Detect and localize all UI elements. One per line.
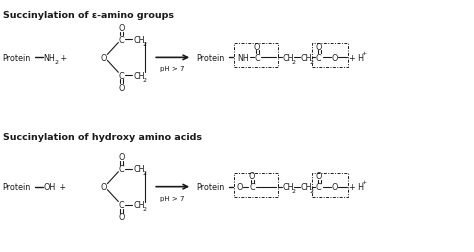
Text: C: C — [118, 200, 124, 209]
Text: O: O — [118, 24, 125, 33]
Text: C: C — [118, 36, 124, 45]
Text: C: C — [254, 54, 260, 63]
Bar — [312, 44, 347, 68]
Text: CH: CH — [283, 54, 294, 63]
Text: CH: CH — [133, 72, 145, 80]
Text: O: O — [100, 54, 107, 63]
Text: O: O — [118, 83, 125, 92]
Bar — [312, 173, 347, 197]
Text: C: C — [118, 165, 124, 174]
Text: O: O — [316, 172, 322, 180]
Text: + H: + H — [349, 54, 364, 63]
Text: O: O — [254, 43, 260, 52]
Text: Succinylation of ε-amino groups: Succinylation of ε-amino groups — [3, 11, 173, 20]
Text: 2: 2 — [142, 42, 146, 47]
Text: Succinylation of hydroxy amino acids: Succinylation of hydroxy amino acids — [3, 133, 202, 141]
Text: 2: 2 — [292, 188, 296, 193]
Text: C: C — [249, 182, 255, 192]
Text: C: C — [118, 72, 124, 80]
Text: 2: 2 — [55, 60, 58, 65]
Text: CH: CH — [301, 182, 312, 192]
Text: NH: NH — [44, 54, 55, 63]
Text: 2: 2 — [310, 188, 314, 193]
Text: 2: 2 — [142, 206, 146, 211]
Text: O: O — [316, 43, 322, 52]
Text: +: + — [57, 54, 67, 63]
Bar — [234, 173, 278, 197]
Text: CH: CH — [301, 54, 312, 63]
Text: NH: NH — [237, 54, 249, 63]
Text: C: C — [316, 182, 321, 192]
Text: OH: OH — [44, 182, 56, 192]
Text: 2: 2 — [142, 171, 146, 176]
Bar — [234, 44, 278, 68]
Text: Protein: Protein — [3, 54, 31, 63]
Text: CH: CH — [133, 165, 145, 174]
Text: O: O — [237, 182, 243, 192]
Text: O: O — [332, 54, 338, 63]
Text: CH: CH — [133, 36, 145, 45]
Text: O: O — [118, 212, 125, 221]
Text: 2: 2 — [292, 60, 296, 65]
Text: CH: CH — [133, 200, 145, 209]
Text: CH: CH — [283, 182, 294, 192]
Text: +: + — [362, 51, 367, 56]
Text: 2: 2 — [142, 77, 146, 82]
Text: 2: 2 — [310, 60, 314, 65]
Text: O: O — [332, 182, 338, 192]
Text: pH > 7: pH > 7 — [160, 195, 185, 201]
Text: +: + — [56, 182, 66, 192]
Text: Protein: Protein — [196, 182, 224, 192]
Text: O: O — [100, 182, 107, 192]
Text: Protein: Protein — [196, 54, 224, 63]
Text: + H: + H — [349, 182, 364, 192]
Text: pH > 7: pH > 7 — [160, 66, 185, 72]
Text: O: O — [249, 172, 255, 180]
Text: O: O — [118, 153, 125, 162]
Text: +: + — [362, 179, 367, 184]
Text: C: C — [316, 54, 321, 63]
Text: Protein: Protein — [3, 182, 31, 192]
